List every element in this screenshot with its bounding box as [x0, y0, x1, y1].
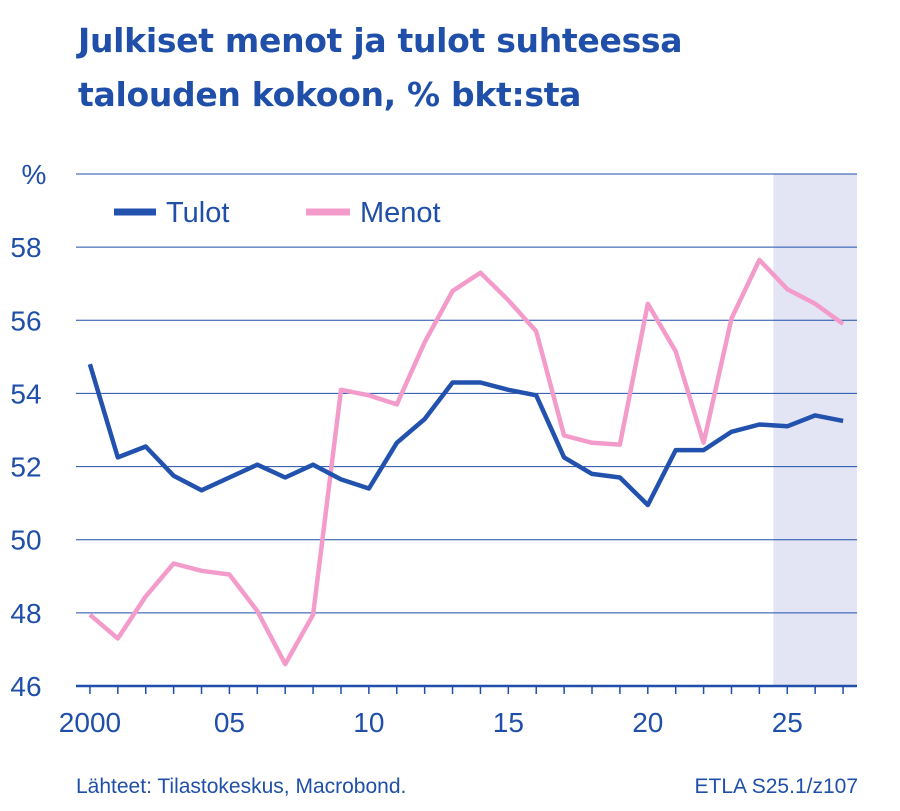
- x-tick-label: 20: [632, 707, 663, 738]
- x-axis: 2000 05 10 15 20 25: [59, 684, 857, 738]
- legend-label-menot: Menot: [360, 197, 441, 229]
- forecast-shade: [773, 174, 857, 686]
- y-tick-label: 50: [10, 525, 41, 556]
- y-tick-labels: 46 48 50 52 54 56 58: [10, 232, 41, 702]
- source-note: Lähteet: Tilastokeskus, Macrobond.: [76, 775, 406, 798]
- x-tick-label: 10: [353, 707, 384, 738]
- title-line-2: talouden kokoon, % bkt:sta: [78, 75, 582, 114]
- x-tick-label: 05: [214, 707, 245, 738]
- x-tick-label: 25: [772, 707, 803, 738]
- series-line-menot: [88, 257, 845, 667]
- legend-label-tulot: Tulot: [166, 197, 229, 229]
- legend: Tulot Menot: [114, 197, 441, 229]
- y-tick-label: 48: [10, 598, 41, 629]
- y-tick-label: 56: [10, 305, 41, 336]
- y-tick-label: 54: [10, 378, 41, 409]
- x-tick-label: 15: [493, 707, 524, 738]
- grid-lines: [76, 173, 857, 614]
- chart-title: Julkiset menot ja tulot suhteessa taloud…: [78, 14, 878, 122]
- series-lines: [87, 257, 845, 667]
- y-tick-label: 52: [10, 452, 41, 483]
- y-axis-unit-label: %: [22, 159, 47, 190]
- y-tick-label: 46: [10, 671, 41, 702]
- title-line-1: Julkiset menot ja tulot suhteessa: [78, 21, 683, 60]
- x-tick-label: 2000: [59, 707, 121, 738]
- series-line-tulot: [87, 363, 844, 508]
- y-tick-label: 58: [10, 232, 41, 263]
- chart-code: ETLA S25.1/z107: [695, 775, 858, 798]
